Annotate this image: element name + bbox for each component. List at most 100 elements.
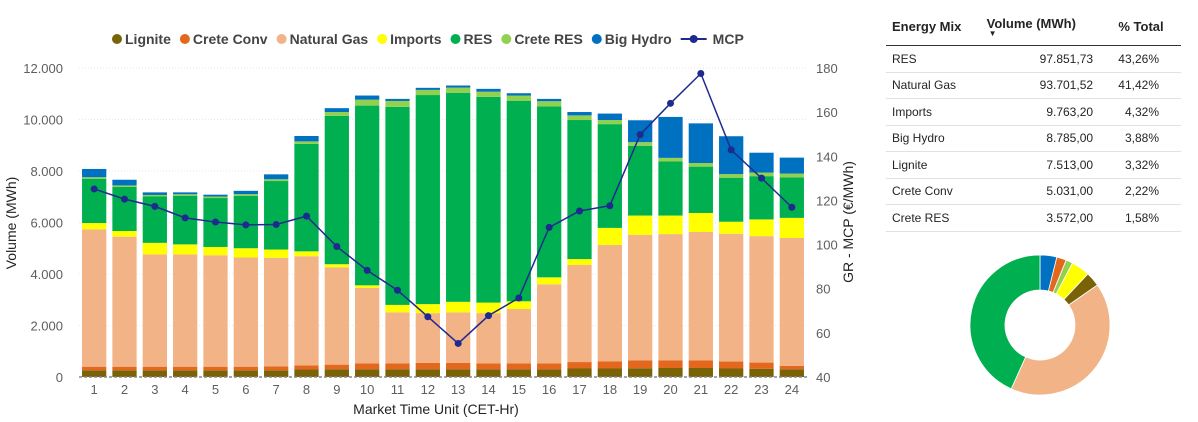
- bar-big-hydro: [567, 112, 592, 116]
- x-axis-label: Market Time Unit (CET-Hr): [353, 401, 519, 417]
- y2-tick-label: 180: [816, 61, 838, 76]
- bar-res: [658, 161, 683, 216]
- y-tick-label: 6.000: [30, 216, 63, 231]
- bar-imports: [82, 223, 107, 230]
- bar-crete-conv: [142, 366, 167, 371]
- bar-res: [476, 96, 501, 303]
- bar-res: [294, 143, 319, 252]
- bar-res: [446, 92, 471, 302]
- bar-big-hydro: [537, 98, 562, 102]
- bar-big-hydro: [203, 194, 228, 197]
- bar-crete-res: [82, 177, 107, 179]
- cell-name: Crete Conv: [886, 178, 981, 205]
- bar-crete-conv: [415, 362, 440, 370]
- legend-marker: [501, 34, 512, 44]
- y-tick-label: 10.000: [23, 113, 63, 128]
- bar-big-hydro: [385, 98, 410, 101]
- bar-lignite: [446, 369, 471, 377]
- bar-imports: [324, 264, 349, 268]
- bar-imports: [658, 215, 683, 235]
- bar-natural-gas: [476, 313, 501, 364]
- bar-crete-conv: [233, 366, 258, 371]
- bar-natural-gas: [537, 284, 562, 364]
- header-energy-mix[interactable]: Energy Mix: [886, 10, 981, 46]
- bar-lignite: [294, 369, 319, 377]
- mcp-point: [576, 207, 583, 215]
- table-row[interactable]: Crete RES 3.572,00 1,58%: [886, 204, 1181, 232]
- bar-natural-gas: [749, 236, 774, 363]
- x-tick-label: 20: [663, 382, 677, 397]
- bar-res: [385, 106, 410, 305]
- cell-name: Crete RES: [886, 204, 981, 232]
- bar-crete-conv: [203, 366, 228, 371]
- bar-crete-conv: [446, 362, 471, 370]
- mcp-point: [90, 185, 98, 193]
- bar-lignite: [506, 369, 531, 377]
- bar-natural-gas: [506, 309, 531, 364]
- bar-natural-gas: [385, 312, 410, 364]
- bar-res: [537, 106, 562, 278]
- bar-crete-conv: [112, 366, 137, 371]
- bar-natural-gas: [324, 267, 349, 365]
- energy-mix-table: Energy Mix Volume (MWh) ▼ % Total RES 97.8…: [886, 10, 1181, 232]
- bar-crete-res: [658, 157, 683, 162]
- bar-lignite: [628, 368, 653, 377]
- bar-crete-conv: [506, 363, 531, 370]
- x-tick-label: 1: [91, 382, 98, 397]
- mcp-line-path: [93, 72, 793, 345]
- bar-imports: [385, 304, 410, 313]
- legend-label: Crete RES: [514, 31, 582, 47]
- bar-natural-gas: [597, 244, 622, 362]
- x-tick-label: 10: [360, 382, 374, 397]
- bar-natural-gas: [628, 234, 653, 361]
- bar-crete-res: [385, 100, 410, 107]
- cell-volume: 8.785,00: [980, 125, 1100, 152]
- x-tick-label: 15: [512, 382, 526, 397]
- table-row[interactable]: Imports 9.763,20 4,32%: [886, 98, 1181, 126]
- bar-imports: [112, 230, 137, 237]
- mcp-point: [303, 212, 310, 220]
- y2-tick-label: 160: [816, 105, 838, 120]
- table-row[interactable]: Crete Conv 5.031,00 2,22%: [886, 178, 1181, 205]
- table-row[interactable]: Big Hydro 8.785,00 3,88%: [886, 125, 1181, 152]
- bar-big-hydro: [264, 174, 289, 180]
- bar-res: [415, 95, 440, 305]
- header-pct-total[interactable]: % Total: [1099, 10, 1181, 46]
- mcp-point: [121, 195, 128, 203]
- bar-big-hydro: [112, 179, 137, 186]
- mcp-point: [515, 294, 523, 302]
- y-tick-label: 4.000: [30, 267, 63, 282]
- bar-lignite: [719, 368, 744, 377]
- legend-label: Crete Conv: [193, 31, 268, 47]
- bar-big-hydro: [355, 95, 380, 100]
- bar-lignite: [537, 369, 562, 377]
- header-volume[interactable]: Volume (MWh) ▼: [980, 10, 1100, 46]
- y-tick-label: 12.000: [23, 61, 63, 76]
- bar-imports: [264, 249, 289, 258]
- chart-axes: 0 2.000 4.000 6.000 8.000 10.000 12.000 40 60 80 1…: [23, 61, 837, 397]
- mcp-point: [454, 339, 462, 347]
- bar-imports: [537, 277, 562, 285]
- bar-crete-conv: [719, 361, 744, 369]
- mcp-point: [394, 286, 401, 294]
- bar-natural-gas: [688, 232, 713, 361]
- table-row[interactable]: Lignite 7.513,00 3,32%: [886, 151, 1181, 179]
- bar-big-hydro: [82, 168, 107, 178]
- mcp-point: [181, 214, 189, 222]
- bar-crete-res: [446, 87, 471, 93]
- bar-lignite: [749, 368, 774, 377]
- bar-imports: [203, 246, 228, 256]
- cell-volume: 7.513,00: [980, 151, 1100, 179]
- x-tick-label: 18: [603, 382, 617, 397]
- donut-slice-res: [969, 254, 1041, 390]
- bar-big-hydro: [324, 108, 349, 113]
- energy-mix-chart: Lignite Crete Conv Natural Gas Imports RES Cr…: [3, 31, 856, 417]
- table-row[interactable]: Natural Gas 93.701,52 41,42%: [886, 72, 1181, 99]
- bar-natural-gas: [203, 255, 228, 367]
- x-tick-label: 22: [724, 382, 738, 397]
- legend-marker: [689, 35, 698, 43]
- y-tick-label: 8.000: [30, 164, 63, 179]
- bar-imports: [415, 304, 440, 314]
- bar-big-hydro: [658, 116, 683, 158]
- table-row[interactable]: RES 97.851,73 43,26%: [886, 45, 1181, 73]
